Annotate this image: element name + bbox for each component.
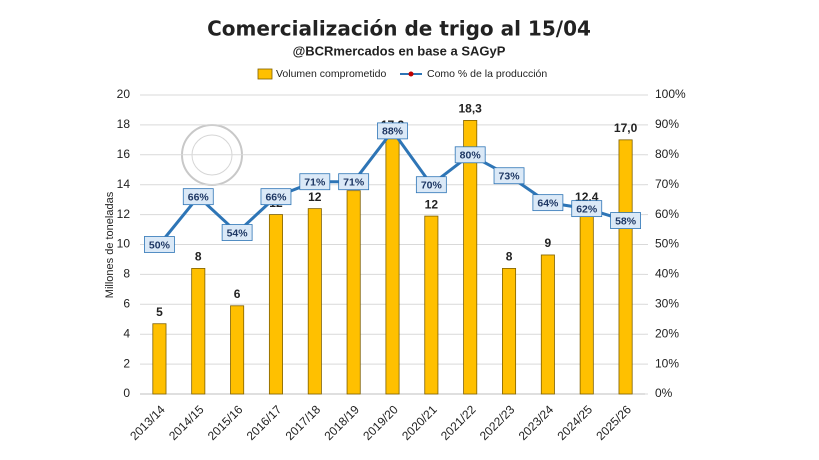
value-label: 12 — [308, 190, 322, 204]
y-tick-label: 14 — [117, 177, 131, 191]
value-label: 9 — [545, 236, 552, 250]
point-label: 71% — [304, 176, 326, 188]
y2-tick-label: 40% — [655, 267, 679, 281]
y-axis-title: Millones de toneladas — [104, 191, 116, 298]
point-label-box — [377, 122, 408, 140]
y2-tick-label: 90% — [655, 117, 679, 131]
bar — [230, 305, 245, 395]
point-label: 50% — [149, 239, 171, 251]
y2-tick-label: 100% — [655, 87, 686, 101]
point-label-box — [532, 194, 564, 212]
point-label-box — [144, 236, 175, 253]
bar — [424, 215, 439, 395]
bar — [540, 254, 555, 395]
y2-tick-label: 10% — [655, 356, 679, 370]
bar — [502, 268, 517, 395]
bar — [268, 214, 283, 395]
point-label-box — [338, 173, 370, 191]
bar — [191, 268, 206, 395]
point-label-box — [493, 167, 525, 185]
point-label: 88% — [382, 126, 404, 138]
y-tick-label: 18 — [117, 117, 131, 131]
point-label: 73% — [499, 171, 521, 183]
value-label: 6 — [234, 287, 241, 301]
point-label: 64% — [537, 197, 559, 209]
point-label: 70% — [421, 179, 443, 191]
value-label: 12 — [425, 197, 439, 211]
y-tick-label: 12 — [117, 207, 131, 221]
bar — [579, 208, 594, 395]
point-label-box — [571, 200, 603, 218]
y-tick-label: 16 — [117, 147, 131, 161]
x-tick-label: 2019/20 — [360, 402, 401, 443]
bar — [618, 139, 633, 395]
point-label-box — [221, 224, 253, 241]
point-label: 58% — [615, 215, 637, 227]
chart-subtitle: @BCRmercados en base a SAGyP — [293, 43, 506, 58]
y-tick-label: 8 — [123, 267, 130, 281]
y-tick-label: 20 — [117, 87, 131, 101]
y-tick-label: 0 — [123, 386, 130, 400]
bar — [346, 190, 361, 395]
y2-tick-label: 0% — [655, 386, 673, 400]
point-label: 66% — [265, 191, 287, 203]
chart-title: Comercialización de trigo al 15/04 — [207, 17, 591, 41]
x-tick-label: 2023/24 — [516, 402, 557, 443]
x-tick-label: 2017/18 — [283, 402, 324, 443]
point-label-box — [182, 188, 214, 206]
point-label-box — [415, 176, 447, 194]
point-label-box — [260, 188, 292, 206]
y-tick-label: 6 — [123, 296, 130, 310]
point-label: 71% — [343, 176, 365, 188]
x-tick-label: 2018/19 — [321, 402, 362, 443]
legend-label: Como % de la producción — [427, 68, 547, 80]
x-tick-label: 2015/16 — [205, 402, 246, 443]
x-tick-label: 2014/15 — [166, 402, 207, 443]
bar — [385, 136, 400, 395]
point-label: 80% — [460, 150, 482, 162]
y2-tick-label: 80% — [655, 147, 679, 161]
point-label-box — [454, 146, 486, 164]
x-tick-label: 2013/14 — [127, 402, 168, 443]
value-label: 17,0 — [614, 121, 638, 135]
x-tick-label: 2021/22 — [438, 402, 479, 443]
value-label: 8 — [195, 250, 202, 264]
legend-marker — [408, 71, 414, 77]
y2-tick-label: 30% — [655, 296, 679, 310]
y2-tick-label: 20% — [655, 326, 679, 340]
point-label-box — [299, 173, 331, 191]
bar — [463, 120, 478, 395]
bar — [152, 323, 167, 395]
y2-tick-label: 70% — [655, 177, 679, 191]
y-tick-label: 4 — [123, 326, 130, 340]
x-tick-label: 2025/26 — [593, 402, 634, 443]
value-label: 18,3 — [459, 102, 483, 116]
x-tick-label: 2022/23 — [477, 402, 518, 443]
y-tick-label: 10 — [117, 237, 131, 251]
value-label: 5 — [156, 305, 163, 319]
bar — [307, 208, 322, 395]
point-label: 62% — [576, 203, 598, 215]
x-tick-label: 2024/25 — [555, 402, 596, 443]
value-label: 8 — [506, 250, 513, 264]
point-label: 66% — [188, 191, 210, 203]
point-label-box — [610, 212, 641, 229]
legend-swatch — [257, 68, 273, 80]
legend-label: Volumen comprometido — [276, 68, 386, 80]
x-tick-label: 2020/21 — [399, 402, 440, 443]
point-label: 54% — [227, 227, 249, 239]
y-tick-label: 2 — [123, 356, 130, 370]
y2-tick-label: 60% — [655, 207, 679, 221]
x-tick-label: 2016/17 — [244, 402, 285, 443]
y2-tick-label: 50% — [655, 237, 679, 251]
